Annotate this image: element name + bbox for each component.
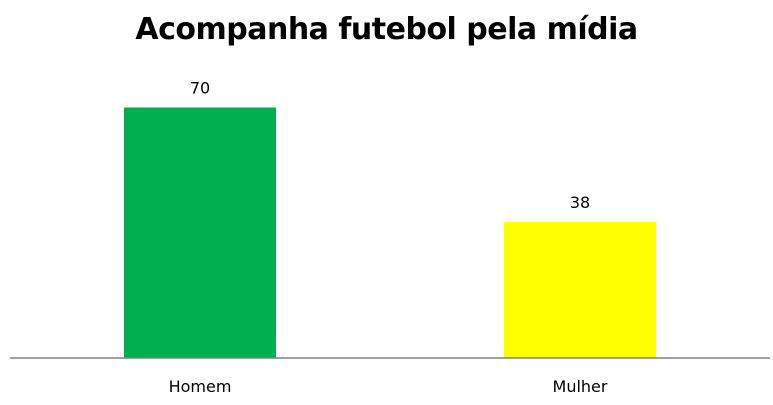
chart-title: Acompanha futebol pela mídia xyxy=(135,12,638,47)
labels-layer: 70 Homem 38 Mulher xyxy=(169,79,608,397)
x-tick-label-mulher: Mulher xyxy=(553,377,608,396)
bar-homem xyxy=(124,107,276,358)
bar-mulher xyxy=(504,222,656,358)
data-label-homem: 70 xyxy=(190,79,210,98)
bars-layer xyxy=(124,107,656,358)
x-tick-label-homem: Homem xyxy=(169,377,232,396)
data-label-mulher: 38 xyxy=(570,193,590,212)
